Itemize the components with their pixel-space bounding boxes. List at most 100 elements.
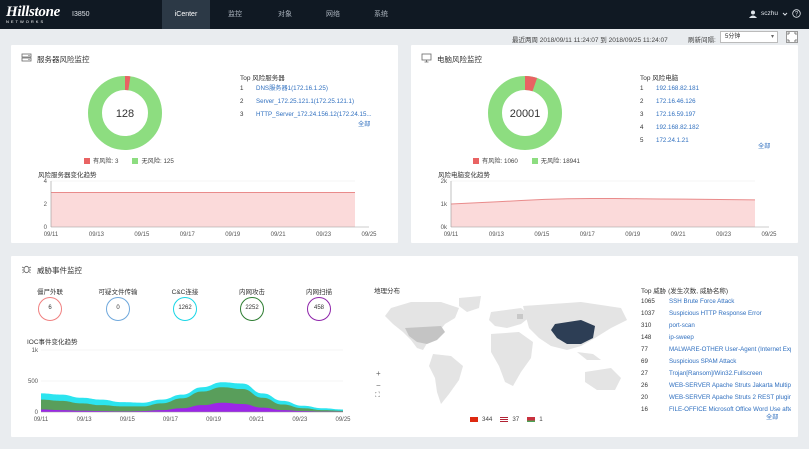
y-tick-label: 500 bbox=[28, 379, 39, 385]
x-tick-label: 09/17 bbox=[580, 232, 596, 238]
belarus-flag-icon bbox=[527, 417, 536, 422]
list-item[interactable]: 27 Trojan[Ransom]/Win32.Fullscreen bbox=[641, 370, 763, 377]
top-risk-servers-label: Top 风险服务器 bbox=[240, 75, 285, 82]
x-tick-label: 09/25 bbox=[761, 232, 777, 238]
nav-system[interactable]: 系统 bbox=[374, 11, 388, 18]
ioc-series-2 bbox=[41, 402, 343, 412]
help-icon[interactable]: ? bbox=[792, 9, 801, 18]
counter-suspicious-file[interactable]: 0 bbox=[106, 297, 130, 321]
list-item[interactable]: 3 HTTP_Server_172.24.156.12(172.24.15... bbox=[240, 111, 372, 118]
view-all-link[interactable]: 全部 bbox=[358, 121, 371, 128]
list-item[interactable]: 20 WEB-SERVER Apache Struts 2 REST plugin bbox=[641, 394, 791, 401]
donut-center-value: 20001 bbox=[510, 108, 541, 120]
ioc-series-1 bbox=[41, 387, 343, 412]
x-tick-label: 09/13 bbox=[489, 232, 505, 238]
risk-swatch bbox=[84, 157, 90, 164]
x-tick-label: 09/21 bbox=[249, 417, 265, 423]
counter-label: 内网攻击 bbox=[239, 289, 265, 296]
norisk-swatch bbox=[132, 157, 139, 164]
reset-map-icon[interactable]: ⛶ bbox=[375, 392, 380, 399]
threat-panel: 威胁事件监控 僵尸外联 6 可疑文件传输 0 C&C连接 1262 内网攻击 2… bbox=[11, 256, 798, 437]
list-item[interactable]: 310 port-scan bbox=[641, 322, 695, 329]
server-risk-donut[interactable]: 128 bbox=[85, 73, 165, 153]
trend-area bbox=[451, 198, 755, 227]
counter-label: 内网扫描 bbox=[306, 289, 332, 296]
y-tick-label: 1k bbox=[32, 348, 39, 354]
fullscreen-button[interactable] bbox=[786, 31, 798, 43]
device-model: I3850 bbox=[72, 11, 90, 18]
nav-icenter[interactable]: iCenter bbox=[162, 0, 210, 29]
nav-network[interactable]: 网络 bbox=[326, 11, 340, 18]
list-item[interactable]: 5 172.24.1.21 bbox=[640, 137, 689, 144]
ioc-trend-title: IOC事件变化趋势 bbox=[27, 339, 78, 346]
list-item[interactable]: 148 ip-sweep bbox=[641, 334, 694, 341]
list-item[interactable]: 2 Server_172.25.121.1(172.25.121.1) bbox=[240, 98, 355, 105]
legend-norisk: 无风险: 18941 bbox=[540, 158, 580, 165]
norisk-swatch bbox=[531, 157, 538, 164]
list-item[interactable]: 69 Suspicious SPAM Attack bbox=[641, 358, 737, 365]
zoom-in-button[interactable]: + bbox=[376, 369, 381, 378]
map-south-america bbox=[429, 354, 463, 404]
list-item[interactable]: 1 DNS服务器1(172.16.1.25) bbox=[240, 85, 328, 92]
trend-area bbox=[51, 192, 355, 227]
view-all-link[interactable]: 全部 bbox=[758, 143, 771, 150]
zoom-out-button[interactable]: − bbox=[376, 381, 381, 390]
donut-center-value: 128 bbox=[116, 108, 134, 120]
user-menu[interactable]: sczhu ? bbox=[749, 9, 801, 18]
x-tick-label: 09/11 bbox=[34, 417, 49, 423]
hillstone-logo[interactable]: Hillstone NETWORKS bbox=[6, 5, 66, 25]
fullscreen-icon bbox=[787, 32, 797, 42]
x-tick-label: 09/17 bbox=[180, 232, 196, 238]
top-navbar: Hillstone NETWORKS I3850 iCenter 监控 对象 网… bbox=[0, 0, 809, 29]
list-item[interactable]: 1037 Suspicious HTTP Response Error bbox=[641, 310, 762, 317]
top-risk-pcs-label: Top 风险电脑 bbox=[640, 75, 679, 82]
refresh-value: 5分钟 bbox=[725, 34, 741, 40]
x-tick-label: 09/19 bbox=[225, 232, 241, 238]
bug-icon bbox=[21, 265, 32, 274]
list-item[interactable]: 16 FILE-OFFICE Microsoft Office Word Use … bbox=[641, 406, 791, 413]
list-item[interactable]: 1 192.168.82.181 bbox=[640, 85, 700, 92]
server-donut-legend: 有风险: 3 无风险: 125 bbox=[84, 156, 174, 165]
user-icon bbox=[749, 10, 758, 18]
list-item[interactable]: 2 172.16.46.126 bbox=[640, 98, 696, 105]
x-tick-label: 09/17 bbox=[163, 417, 179, 423]
counter-cc-connection[interactable]: 1262 bbox=[173, 297, 197, 321]
counter-botnet[interactable]: 6 bbox=[38, 297, 62, 321]
panel-title: 电脑风险监控 bbox=[437, 55, 482, 64]
trend-title: 风险服务器变化趋势 bbox=[38, 172, 97, 179]
donut-risk-slice[interactable] bbox=[488, 76, 562, 150]
x-tick-label: 09/19 bbox=[625, 232, 641, 238]
counter-intranet-attack[interactable]: 2252 bbox=[240, 297, 264, 321]
y-tick-label: 1k bbox=[441, 202, 448, 208]
refresh-interval-select[interactable]: 5分钟 ▾ bbox=[720, 31, 778, 43]
list-item[interactable]: 3 172.16.59.197 bbox=[640, 111, 696, 118]
counter-label: 可疑文件传输 bbox=[98, 289, 138, 296]
counter-intranet-scan[interactable]: 458 bbox=[307, 297, 331, 321]
list-item[interactable]: 77 MALWARE-OTHER User-Agent (Internet Exp bbox=[641, 346, 791, 353]
server-trend-chart: 4 2 009/11 09/13 09/15 09/17 09/19 09/21 09/23 09… bbox=[44, 179, 378, 238]
nav-monitor[interactable]: 监控 bbox=[228, 11, 242, 18]
refresh-label: 刷新间隔: bbox=[688, 37, 716, 44]
list-item[interactable]: 4 192.168.82.182 bbox=[640, 124, 700, 131]
donut-risk-slice[interactable] bbox=[88, 76, 162, 150]
trend-title: 风险电脑变化趋势 bbox=[438, 172, 490, 179]
computer-icon bbox=[421, 53, 432, 63]
nav-objects[interactable]: 对象 bbox=[278, 11, 292, 18]
world-map[interactable] bbox=[371, 294, 636, 412]
list-item[interactable]: 26 WEB-SERVER Apache Struts Jakarta Multi… bbox=[641, 382, 791, 389]
top-threats-list: 1065 SSH Brute Force Attack 1037 Suspiciou… bbox=[641, 296, 791, 416]
time-range: 最近两周 2018/09/11 11:24:07 到 2018/09/25 11… bbox=[512, 37, 668, 44]
svg-text:?: ? bbox=[795, 12, 799, 18]
pc-risk-donut[interactable]: 20001 bbox=[485, 73, 565, 153]
map-belarus bbox=[517, 314, 523, 319]
legend-norisk: 无风险: 125 bbox=[141, 158, 174, 165]
map-legend-value: 37 bbox=[512, 416, 520, 423]
map-legend-value: 344 bbox=[482, 416, 493, 423]
x-tick-label: 09/21 bbox=[671, 232, 687, 238]
usa-flag-icon bbox=[500, 417, 509, 422]
view-all-link[interactable]: 全部 bbox=[766, 414, 779, 421]
x-tick-label: 09/23 bbox=[316, 232, 332, 238]
list-item[interactable]: 1065 SSH Brute Force Attack bbox=[641, 298, 735, 305]
ioc-trend-chart: 1k 500 009/11 09/13 09/15 09/17 09/19 09/21 09/2… bbox=[28, 348, 351, 423]
